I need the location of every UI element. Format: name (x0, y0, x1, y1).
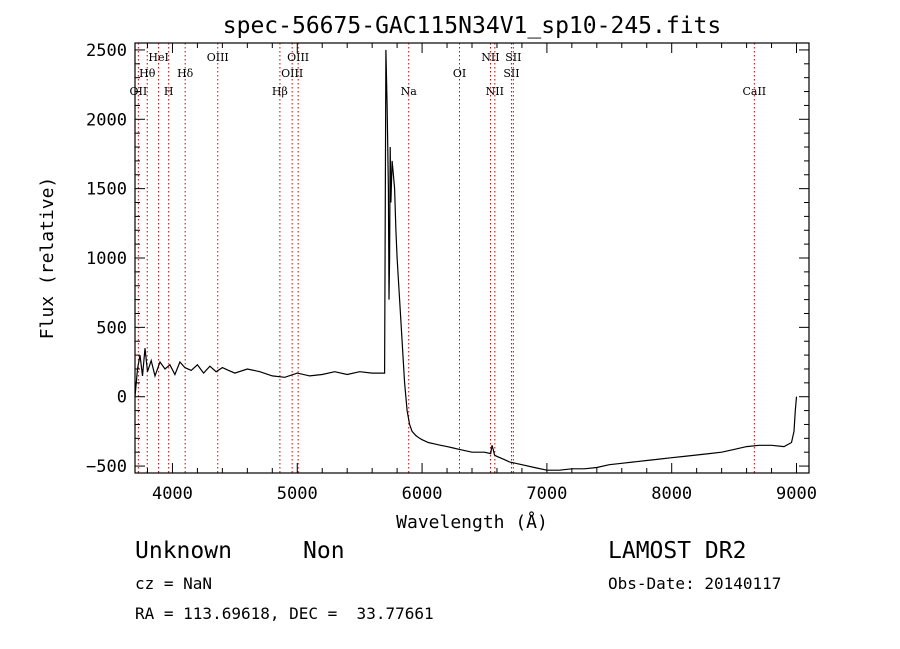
spectrum-line (134, 49, 798, 471)
spectral-line-label: OIII (287, 51, 309, 64)
survey-name: LAMOST DR2 (608, 538, 747, 564)
x-tick-label: 9000 (776, 484, 817, 504)
spectral-line-label: OIII (207, 51, 229, 64)
spectral-line-label: Hθ (139, 67, 156, 80)
x-tick-label: 8000 (651, 484, 692, 504)
y-tick-label: 1000 (86, 249, 127, 269)
x-tick-label: 6000 (402, 484, 443, 504)
spectral-line-label: Na (401, 85, 418, 98)
axis-ticks: 4000 5000 6000 7000 8000 9000 −500 0 500 1000 1500… (86, 41, 817, 504)
x-axis-label: Wavelength (Å) (396, 511, 548, 533)
y-tick-label: 2000 (86, 110, 127, 130)
spectral-line-label: SII (505, 51, 521, 64)
spectral-line-label: Hβ (272, 85, 288, 98)
y-axis-label: Flux (relative) (37, 177, 58, 340)
coordinates: RA = 113.69618, DEC = 33.77661 (135, 604, 434, 623)
spectral-line-label: NII (486, 85, 504, 98)
spectral-line-markers: OIIHθHeIHHδOIIIHβOIIIOIIINaOINIINIISIISI… (130, 43, 766, 473)
spectral-line-label: NII (481, 51, 499, 64)
y-tick-label: 1500 (86, 180, 127, 200)
x-tick-label: 5000 (277, 484, 318, 504)
spectral-line-label: HeI (148, 51, 168, 64)
spectral-line-label: Hδ (177, 67, 194, 80)
spectral-line-label: OI (453, 67, 466, 80)
y-tick-label: 500 (96, 318, 127, 338)
y-tick-label: 2500 (86, 41, 127, 61)
spectral-line-label: H (164, 85, 174, 98)
y-tick-label: −500 (86, 457, 127, 477)
plot-frame (134, 42, 810, 474)
object-subclass: Non (303, 538, 345, 564)
object-class: Unknown (135, 538, 232, 564)
spectral-line-label: OIII (281, 67, 303, 80)
redshift-value: cz = NaN (135, 574, 213, 593)
spectral-line-label: CaII (742, 85, 766, 98)
chart-title: spec-56675-GAC115N34V1_sp10-245.fits (223, 13, 722, 39)
spectral-line-label: SII (503, 67, 519, 80)
observation-date: Obs-Date: 20140117 (608, 574, 782, 593)
x-tick-label: 7000 (526, 484, 567, 504)
x-tick-label: 4000 (152, 484, 193, 504)
y-tick-label: 0 (117, 388, 127, 408)
